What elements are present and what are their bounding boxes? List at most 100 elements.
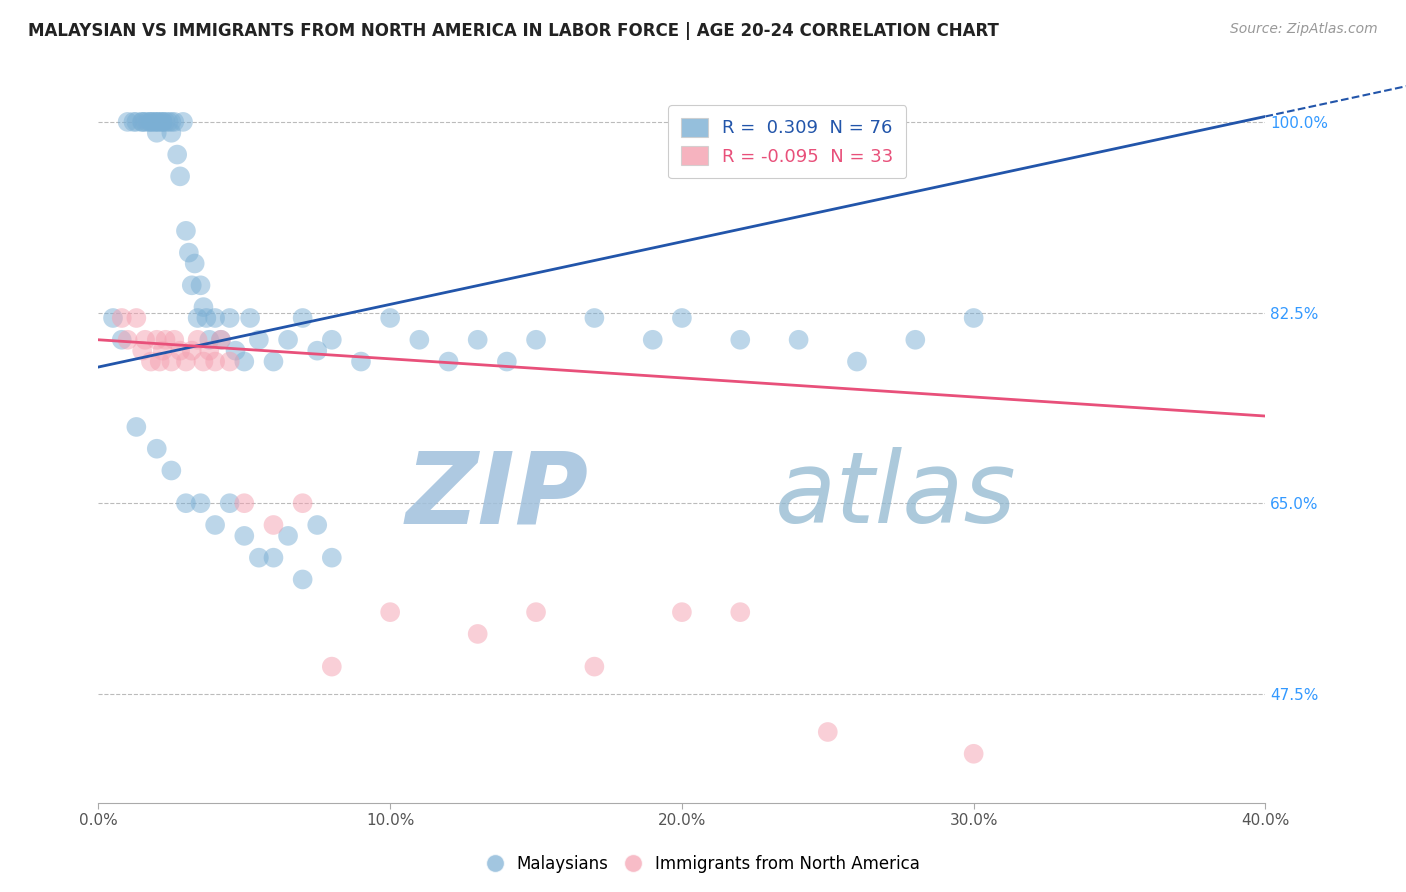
Point	[524, 605, 547, 619]
Point	[111, 310, 134, 325]
Point	[307, 518, 329, 533]
Point	[146, 126, 169, 140]
Point	[321, 659, 343, 673]
Point	[136, 115, 159, 129]
Legend: Malaysians, Immigrants from North America: Malaysians, Immigrants from North Americ…	[479, 848, 927, 880]
Point	[160, 126, 183, 140]
Point	[233, 529, 256, 543]
Point	[193, 354, 215, 368]
Point	[160, 463, 183, 477]
Point	[291, 573, 314, 587]
Point	[180, 343, 202, 358]
Point	[225, 343, 247, 358]
Point	[125, 420, 148, 434]
Point	[117, 115, 139, 129]
Point	[467, 333, 489, 347]
Point	[307, 343, 329, 358]
Point	[247, 550, 270, 565]
Point	[174, 354, 197, 368]
Point	[198, 343, 221, 358]
Point	[291, 496, 314, 510]
Point	[134, 115, 156, 129]
Point	[204, 518, 226, 533]
Point	[174, 224, 197, 238]
Point	[172, 115, 194, 129]
Point	[163, 333, 186, 347]
Point	[233, 496, 256, 510]
Point	[218, 310, 240, 325]
Point	[321, 333, 343, 347]
Point	[149, 354, 172, 368]
Text: MALAYSIAN VS IMMIGRANTS FROM NORTH AMERICA IN LABOR FORCE | AGE 20-24 CORRELATIO: MALAYSIAN VS IMMIGRANTS FROM NORTH AMERI…	[28, 22, 1000, 40]
Point	[134, 333, 156, 347]
Point	[149, 115, 172, 129]
Point	[155, 333, 177, 347]
Point	[209, 333, 232, 347]
Point	[183, 256, 205, 270]
Point	[204, 310, 226, 325]
Point	[190, 278, 212, 293]
Point	[169, 343, 191, 358]
Point	[671, 310, 693, 325]
Point	[583, 310, 606, 325]
Point	[131, 343, 153, 358]
Point	[408, 333, 430, 347]
Point	[163, 115, 186, 129]
Point	[583, 659, 606, 673]
Point	[378, 605, 402, 619]
Point	[671, 605, 693, 619]
Point	[962, 310, 984, 325]
Point	[111, 333, 134, 347]
Point	[166, 147, 188, 161]
Point	[131, 115, 153, 129]
Point	[152, 115, 174, 129]
Point	[193, 300, 215, 314]
Point	[321, 550, 343, 565]
Point	[160, 115, 183, 129]
Point	[787, 333, 810, 347]
Point	[728, 605, 751, 619]
Point	[209, 333, 232, 347]
Point	[467, 627, 489, 641]
Legend: R =  0.309  N = 76, R = -0.095  N = 33: R = 0.309 N = 76, R = -0.095 N = 33	[668, 105, 907, 178]
Point	[139, 115, 162, 129]
Point	[962, 747, 984, 761]
Point	[277, 529, 299, 543]
Point	[131, 115, 153, 129]
Point	[262, 518, 284, 533]
Point	[524, 333, 547, 347]
Point	[160, 354, 183, 368]
Point	[101, 310, 124, 325]
Point	[155, 115, 177, 129]
Point	[152, 115, 174, 129]
Point	[728, 333, 751, 347]
Point	[169, 169, 191, 184]
Point	[239, 310, 262, 325]
Point	[291, 310, 314, 325]
Point	[142, 115, 165, 129]
Point	[187, 333, 209, 347]
Point	[146, 115, 169, 129]
Point	[233, 354, 256, 368]
Point	[262, 550, 284, 565]
Point	[218, 354, 240, 368]
Text: atlas: atlas	[775, 448, 1017, 544]
Point	[146, 115, 169, 129]
Point	[247, 333, 270, 347]
Point	[122, 115, 145, 129]
Point	[152, 343, 174, 358]
Point	[139, 354, 162, 368]
Point	[350, 354, 373, 368]
Point	[845, 354, 868, 368]
Point	[180, 278, 202, 293]
Point	[146, 442, 169, 456]
Point	[437, 354, 460, 368]
Point	[174, 496, 197, 510]
Text: Source: ZipAtlas.com: Source: ZipAtlas.com	[1230, 22, 1378, 37]
Point	[125, 310, 148, 325]
Point	[195, 310, 218, 325]
Text: ZIP: ZIP	[405, 448, 589, 544]
Point	[495, 354, 517, 368]
Point	[139, 115, 162, 129]
Point	[117, 333, 139, 347]
